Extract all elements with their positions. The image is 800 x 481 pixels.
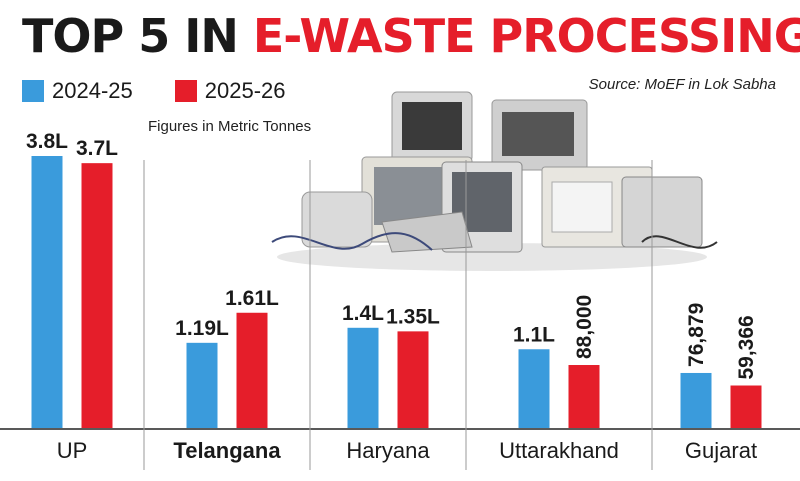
units-note: Figures in Metric Tonnes <box>148 118 312 135</box>
data-label-telangana-202425: 1.19L <box>175 317 229 340</box>
x-tick-label-gujarat: Gujarat <box>685 438 757 463</box>
source-note: Source: MoEF in Lok Sabha <box>588 76 776 93</box>
bar-haryana-202526 <box>397 331 429 428</box>
legend-label-2025-26: 2025-26 <box>204 78 286 103</box>
data-label-haryana-202425: 1.4L <box>342 302 384 325</box>
bar-telangana-202526 <box>236 312 268 428</box>
legend-label-2024-25: 2024-25 <box>52 78 133 103</box>
legend-swatch-2024-25 <box>22 80 44 102</box>
legend: 2024-25 2025-26 <box>22 78 286 104</box>
e-waste-pile-image <box>271 91 718 271</box>
bar-gujarat-202526 <box>730 385 762 428</box>
data-label-haryana-202526: 1.35L <box>386 305 440 328</box>
legend-item-2024-25: 2024-25 <box>22 78 133 104</box>
data-label-up-202425: 3.8L <box>26 130 68 153</box>
data-label-uttarakhand-202526: 88,000 <box>573 295 596 359</box>
title-part-1: TOP 5 IN <box>22 9 253 63</box>
x-tick-label-haryana: Haryana <box>346 438 430 463</box>
title-part-2: E-WASTE PROCESSING <box>252 9 800 63</box>
bar-gujarat-202425 <box>680 372 712 428</box>
bar-up-202425 <box>31 156 63 428</box>
bar-uttarakhand-202526 <box>568 365 600 428</box>
data-label-gujarat-202526: 59,366 <box>735 315 758 379</box>
bar-haryana-202425 <box>347 327 379 428</box>
x-tick-label-uttarakhand: Uttarakhand <box>499 438 619 463</box>
data-label-up-202526: 3.7L <box>76 137 118 160</box>
data-label-uttarakhand-202425: 1.1L <box>513 323 555 346</box>
legend-swatch-2025-26 <box>174 80 197 102</box>
data-label-telangana-202526: 1.61L <box>225 287 279 310</box>
x-tick-label-up: UP <box>57 438 88 463</box>
chart-title: TOP 5 IN E-WASTE PROCESSING <box>22 8 800 64</box>
x-tick-label-telangana: Telangana <box>173 438 281 463</box>
bar-uttarakhand-202425 <box>518 349 550 428</box>
data-label-gujarat-202425: 76,879 <box>685 303 708 367</box>
legend-item-2025-26: 2025-26 <box>174 78 286 104</box>
bar-up-202526 <box>81 163 113 428</box>
bar-telangana-202425 <box>186 342 218 428</box>
